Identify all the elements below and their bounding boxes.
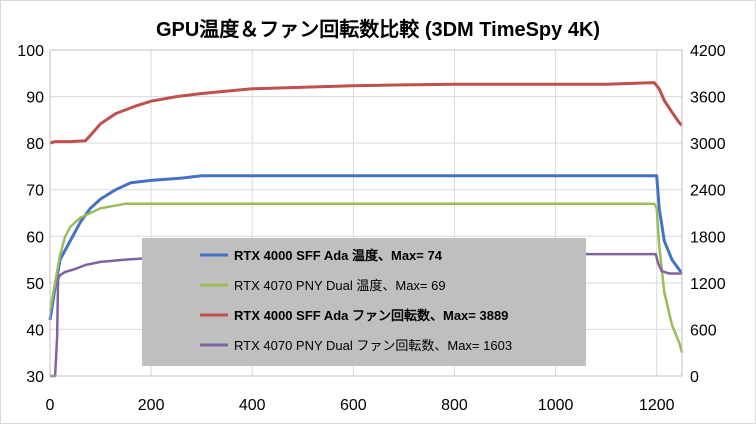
y-left-tick-label: 50	[26, 276, 44, 293]
y-right-tick-label: 0	[690, 369, 699, 386]
y-left-tick-label: 80	[26, 136, 44, 153]
y-right-tick-label: 1800	[690, 229, 726, 246]
legend-label: RTX 4000 SFF Ada 温度、Max= 74	[234, 248, 443, 263]
plot-area-border	[49, 49, 683, 377]
legend-label: RTX 4070 PNY Dual ファン回転数、Max= 1603	[234, 338, 512, 353]
legend-label: RTX 4070 PNY Dual 温度、Max= 69	[234, 278, 446, 293]
y-left-tick-label: 100	[17, 43, 44, 60]
x-tick-label: 600	[340, 397, 367, 414]
x-tick-label: 0	[46, 397, 55, 414]
y-right-tick-label: 1200	[690, 276, 726, 293]
x-tick-label: 1000	[538, 397, 574, 414]
y-left-tick-label: 40	[26, 322, 44, 339]
legend: RTX 4000 SFF Ada 温度、Max= 74 RTX 4070 PNY …	[142, 238, 586, 366]
x-tick-label: 400	[239, 397, 266, 414]
y-right-tick-label: 2400	[690, 183, 726, 200]
x-tick-label: 800	[441, 397, 468, 414]
y-left-tick-label: 60	[26, 229, 44, 246]
x-tick-label: 1200	[639, 397, 675, 414]
chart-title: GPU温度＆ファン回転数比較 (3DM TimeSpy 4K)	[156, 17, 600, 41]
y-right-tick-label: 600	[690, 322, 717, 339]
series-line-1	[48, 202, 684, 354]
series-line-0	[48, 174, 684, 321]
series-line-2	[49, 81, 684, 145]
axes: 3040506070809010006001200180024003000360…	[17, 43, 725, 414]
x-tick-label: 200	[138, 397, 165, 414]
y-left-tick-label: 30	[26, 369, 44, 386]
y-right-tick-label: 3000	[690, 136, 726, 153]
y-left-tick-label: 90	[26, 90, 44, 107]
legend-label: RTX 4000 SFF Ada ファン回転数、Max= 3889	[234, 308, 508, 323]
y-left-tick-label: 70	[26, 183, 44, 200]
y-right-tick-label: 3600	[690, 90, 726, 107]
y-right-tick-label: 4200	[690, 43, 726, 60]
